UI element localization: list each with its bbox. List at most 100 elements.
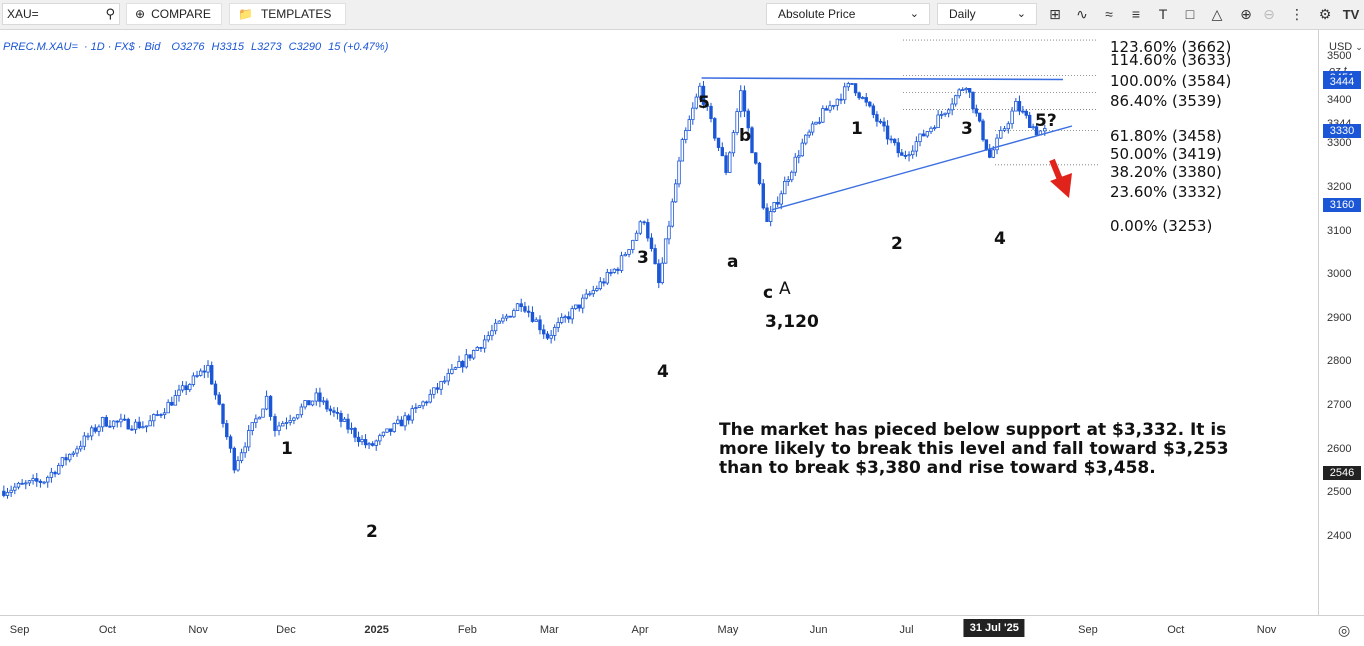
candle-body — [217, 394, 221, 405]
candle-body — [198, 370, 203, 376]
candle-body — [680, 139, 685, 162]
candle-body — [374, 440, 378, 446]
candle-body — [577, 304, 581, 309]
price-tag: 2546 — [1323, 466, 1361, 481]
fib-label: 100.00% (3584) — [1110, 72, 1232, 90]
candle-body — [783, 181, 787, 195]
price-axis[interactable]: USD ⌄ oz t ⌄ 350034003344330032003100300… — [1318, 30, 1364, 615]
candle-body — [797, 155, 801, 158]
candle-body — [657, 263, 661, 284]
price-tick-label: 3300 — [1327, 137, 1352, 150]
candle-body — [634, 232, 639, 241]
candle-body — [584, 293, 588, 299]
candle-body — [921, 133, 926, 137]
price-type-select[interactable]: Absolute Price ⌄ — [766, 3, 930, 25]
candle-body — [981, 120, 985, 141]
price-chart[interactable] — [0, 30, 1318, 615]
candle-body — [903, 155, 908, 157]
time-tick-label: Oct — [98, 624, 116, 636]
candlestick-icon[interactable]: ⊞ — [1049, 5, 1061, 22]
candle-body — [108, 425, 112, 428]
fib-label: 123.60% (3662) — [1110, 38, 1232, 56]
symbol-search[interactable]: XAU= ⚲ — [2, 3, 120, 25]
candle-body — [5, 492, 10, 496]
candle-body — [239, 452, 244, 462]
zoom-in-icon[interactable]: ⊕ — [1240, 5, 1252, 22]
candle-body — [356, 436, 361, 443]
compare-button[interactable]: ⊕ COMPARE — [126, 3, 222, 25]
candle-body — [810, 123, 815, 133]
candle-body — [225, 423, 229, 438]
currency-select[interactable]: USD ⌄ — [1329, 41, 1363, 53]
indicator-icon[interactable]: ∿ — [1076, 5, 1088, 22]
wave-icon[interactable]: ≈ — [1105, 6, 1113, 22]
candle-body — [370, 443, 375, 446]
candle-body — [104, 417, 108, 427]
candle-body — [687, 119, 691, 131]
candle-body — [653, 248, 657, 265]
candle-body — [545, 333, 550, 339]
search-input[interactable]: XAU= — [7, 7, 39, 21]
candle-body — [144, 425, 149, 428]
candle-body — [475, 347, 479, 351]
search-icon[interactable]: ⚲ — [105, 6, 115, 21]
candle-body — [346, 418, 350, 430]
candle-body — [246, 430, 251, 448]
candle-body — [709, 105, 713, 119]
candle-body — [148, 420, 152, 427]
candle-body — [804, 134, 808, 144]
time-axis[interactable]: Sep Oct Nov Dec 2025 Feb Mar Apr May Jun Jul 31 Jul… — [0, 615, 1364, 646]
candle-body — [254, 418, 258, 424]
candle-body — [660, 262, 664, 284]
candle-body — [831, 104, 836, 107]
time-tick-label: Sep — [9, 624, 30, 636]
candle-body — [268, 395, 273, 417]
wave-label: 2 — [891, 234, 903, 254]
candle-body — [93, 427, 98, 432]
candle-body — [349, 427, 354, 430]
settings-icon[interactable]: ⚙ — [1318, 5, 1332, 22]
candle-body — [824, 108, 829, 111]
candle-body — [464, 354, 469, 368]
candle-body — [388, 428, 393, 432]
candle-body — [907, 154, 911, 157]
candle-body — [417, 405, 422, 408]
candle-body — [261, 408, 265, 418]
candle-body — [807, 131, 811, 136]
candle-body — [649, 237, 654, 249]
candle-body — [860, 97, 865, 99]
candle-body — [97, 426, 101, 432]
reset-axes-icon[interactable]: ◎ — [1338, 622, 1351, 638]
candle-body — [410, 408, 414, 421]
candle-body — [960, 89, 965, 92]
pattern-icon[interactable]: △ — [1211, 5, 1223, 22]
wave-label: A — [779, 279, 791, 299]
chevron-down-icon: ⌄ — [1355, 42, 1363, 52]
wave-label: b — [739, 126, 752, 146]
shapes-icon[interactable]: □ — [1185, 6, 1195, 22]
candle-body — [964, 88, 968, 91]
instrument-name: PREC.M.XAU= — [3, 41, 78, 53]
candle-body — [570, 308, 574, 320]
interval-select[interactable]: Daily ⌄ — [937, 3, 1037, 25]
more-options-icon[interactable]: ⋮ — [1290, 5, 1304, 22]
templates-label: TEMPLATES — [260, 7, 332, 21]
zoom-out-icon[interactable]: ⊖ — [1263, 5, 1275, 22]
candle-body — [64, 457, 68, 461]
text-tool-icon[interactable]: T — [1158, 6, 1168, 22]
candle-body — [612, 268, 617, 273]
candle-body — [188, 384, 192, 391]
candle-body — [332, 410, 336, 413]
candle-body — [567, 316, 571, 320]
candle-body — [392, 423, 396, 432]
templates-button[interactable]: 📁 TEMPLATES — [229, 3, 346, 25]
candle-body — [2, 490, 6, 496]
candle-body — [943, 112, 947, 115]
candle-body — [468, 354, 472, 359]
candle-body — [896, 142, 900, 154]
drawing-lines-icon[interactable]: ≡ — [1131, 6, 1141, 22]
candle-body — [691, 107, 695, 121]
bearish-arrow-head — [1050, 173, 1072, 198]
tradingview-logo-icon: TV — [1342, 6, 1360, 22]
candle-body — [202, 370, 207, 373]
